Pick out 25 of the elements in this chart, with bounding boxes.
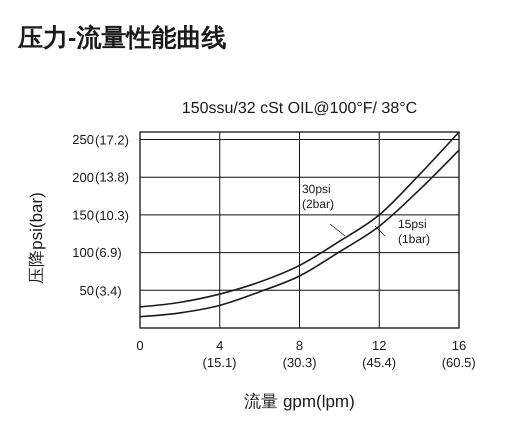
- x2-tick-label: (15.1): [202, 355, 237, 370]
- x-tick-label: 0: [136, 338, 144, 353]
- y-tick-label: 50: [80, 282, 94, 298]
- x2-tick-label: (60.5): [442, 355, 476, 370]
- x-tick-label: 12: [372, 338, 386, 353]
- x2-tick-label: (30.3): [282, 355, 317, 370]
- y-tick-label: 100: [72, 245, 94, 260]
- x-axis-title: 流量 gpm(lpm): [244, 392, 355, 411]
- chart-subtitle: 150ssu/32 cSt OIL@100°F/ 38°C: [182, 100, 418, 117]
- y2-tick-label: (17.2): [95, 132, 129, 148]
- legend-label: 15psi (1bar): [398, 217, 430, 246]
- y-axis-title: 压降psi(bar): [27, 192, 46, 284]
- text: 30psi (2bar): [302, 182, 334, 211]
- x2-tick-label: (45.4): [362, 355, 396, 370]
- x-tick-label: 8: [296, 338, 304, 353]
- y2-tick-label: (3.4): [95, 283, 122, 298]
- y-tick-label: 250: [72, 132, 94, 148]
- chart-title: 压力-流量性能曲线: [17, 24, 226, 52]
- y2-tick-label: (6.9): [95, 245, 122, 260]
- x-tick-label: 16: [452, 338, 466, 353]
- y-tick-label: 200: [72, 170, 94, 185]
- y-tick-label: 150: [72, 207, 94, 222]
- x-tick-label: 4: [216, 338, 224, 353]
- y2-tick-label: (10.3): [95, 208, 129, 223]
- y2-tick-label: (13.8): [95, 170, 129, 185]
